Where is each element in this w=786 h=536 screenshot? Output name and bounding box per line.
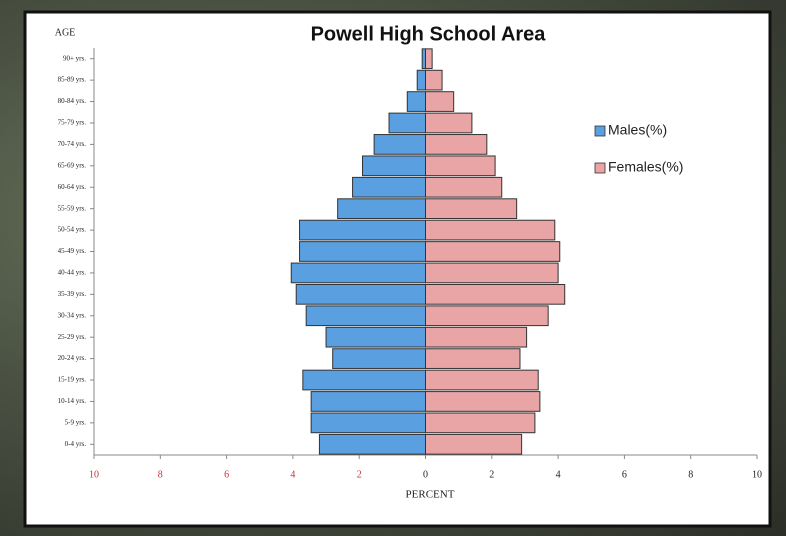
x-axis-title: PERCENT bbox=[406, 489, 455, 501]
bar bbox=[425, 369, 539, 391]
bar bbox=[299, 241, 426, 262]
y-tick-label: 75-79 yrs. bbox=[58, 119, 87, 127]
chart-title: Powell High School Area bbox=[311, 23, 547, 45]
bar bbox=[373, 134, 426, 155]
x-tick-label: 8 bbox=[158, 469, 163, 480]
x-tick-label: 8 bbox=[688, 469, 693, 480]
y-tick-label: 20-24 yrs. bbox=[58, 354, 87, 362]
y-axis-title: AGE bbox=[55, 27, 76, 38]
bar bbox=[425, 112, 473, 134]
x-tick-label: 6 bbox=[622, 469, 627, 480]
bar bbox=[310, 412, 427, 434]
y-tick-label: 55-59 yrs. bbox=[58, 204, 87, 212]
y-tick-label: 65-69 yrs. bbox=[58, 161, 87, 169]
bar bbox=[305, 305, 426, 327]
y-tick-label: 25-29 yrs. bbox=[58, 333, 87, 341]
bar bbox=[332, 348, 426, 369]
y-tick-label: 90+ yrs. bbox=[63, 54, 86, 62]
bar bbox=[425, 305, 549, 327]
bar bbox=[318, 433, 427, 455]
bar bbox=[425, 48, 433, 70]
bar bbox=[425, 433, 523, 455]
bar bbox=[425, 241, 561, 262]
bar bbox=[337, 198, 426, 220]
y-tick-label: 45-49 yrs. bbox=[58, 247, 87, 255]
bar bbox=[425, 262, 559, 284]
y-tick-label: 0-4 yrs. bbox=[65, 440, 87, 448]
bar bbox=[352, 176, 427, 198]
x-tick-label: 10 bbox=[752, 469, 762, 480]
bar bbox=[425, 219, 556, 241]
y-tick-label: 35-39 yrs. bbox=[58, 290, 87, 298]
bar bbox=[299, 219, 426, 241]
x-tick-label: 6 bbox=[224, 469, 229, 480]
y-tick-label: 15-19 yrs. bbox=[58, 376, 87, 384]
bar bbox=[425, 348, 521, 369]
bar bbox=[425, 283, 566, 305]
legend-swatch bbox=[594, 162, 606, 174]
bar bbox=[406, 91, 426, 112]
bar bbox=[425, 198, 518, 220]
bar bbox=[425, 176, 503, 198]
x-tick-label: 10 bbox=[89, 469, 99, 480]
x-tick-label: 0 bbox=[423, 469, 428, 480]
bar bbox=[290, 262, 426, 284]
bar bbox=[425, 69, 443, 91]
bar bbox=[310, 391, 427, 412]
bar bbox=[362, 155, 427, 177]
bar bbox=[425, 326, 528, 348]
y-tick-label: 10-14 yrs. bbox=[58, 397, 87, 405]
y-tick-label: 70-74 yrs. bbox=[58, 140, 87, 148]
y-tick-label: 80-84 yrs. bbox=[58, 97, 87, 105]
y-tick-label: 60-64 yrs. bbox=[58, 183, 87, 191]
bar bbox=[302, 369, 426, 391]
bar bbox=[425, 134, 488, 155]
bar bbox=[425, 91, 455, 112]
y-tick-label: 5-9 yrs. bbox=[65, 418, 87, 426]
x-tick-label: 4 bbox=[556, 469, 561, 480]
legend-label: Females(%) bbox=[608, 159, 683, 175]
x-tick-label: 2 bbox=[489, 469, 494, 480]
bar bbox=[388, 112, 427, 134]
bar bbox=[425, 391, 541, 412]
x-tick-label: 4 bbox=[290, 469, 295, 480]
y-tick-label: 50-54 yrs. bbox=[58, 226, 87, 234]
bar bbox=[425, 412, 536, 434]
legend-label: Males(%) bbox=[608, 122, 667, 138]
bar bbox=[325, 326, 426, 348]
bar bbox=[416, 69, 426, 91]
y-tick-label: 40-44 yrs. bbox=[58, 269, 87, 277]
x-tick-label: 2 bbox=[357, 469, 362, 480]
y-tick-label: 85-89 yrs. bbox=[58, 76, 87, 84]
legend-swatch bbox=[594, 125, 606, 137]
y-tick-label: 30-34 yrs. bbox=[58, 311, 87, 319]
bar bbox=[425, 155, 496, 177]
bar bbox=[295, 283, 426, 305]
